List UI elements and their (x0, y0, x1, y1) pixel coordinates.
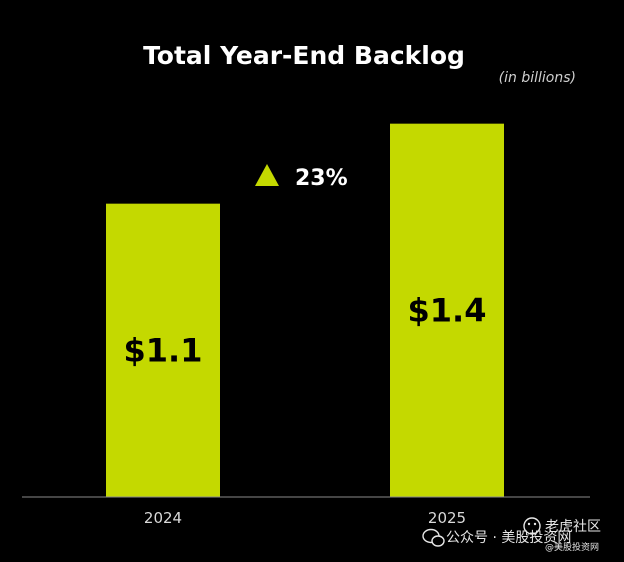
growth-percent: 23% (295, 166, 348, 191)
watermark-brand: 老虎社区 (545, 519, 601, 535)
x-tick-label: 2025 (428, 509, 466, 527)
watermark-text: 公众号 · 美股投资网 (446, 530, 571, 546)
x-tick-label: 2024 (144, 509, 182, 527)
bar-value-label: $1.4 (408, 291, 487, 329)
bar-2025 (390, 123, 504, 498)
bar-value-label: $1.1 (124, 331, 203, 369)
wechat-icon (422, 528, 445, 547)
chart-title: Total Year-End Backlog (143, 41, 465, 70)
tiger-logo-icon (523, 517, 541, 535)
bar-2024 (106, 203, 220, 497)
bars-group: $1.1 2024 $1.4 2025 (106, 123, 504, 527)
watermark: 公众号 · 美股投资网 老虎社区 @美股投资网 (422, 517, 601, 553)
growth-annotation: 23% (255, 164, 348, 191)
chart-subtitle: (in billions) (499, 70, 576, 86)
up-triangle-icon (255, 164, 279, 186)
watermark-handle: @美股投资网 (545, 541, 599, 553)
